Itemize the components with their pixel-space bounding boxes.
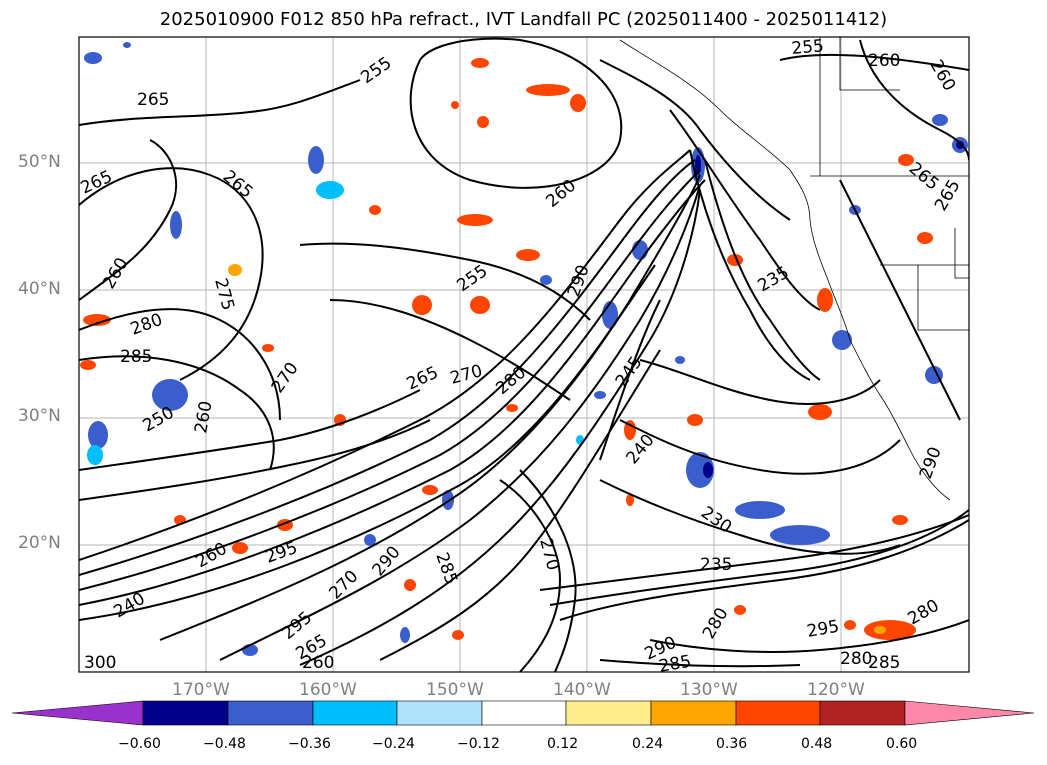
contour-label: 260 — [868, 51, 900, 71]
colorbar-segment — [565, 700, 652, 726]
contour-label: 265 — [78, 167, 116, 199]
colorbar-tick-label: −0.36 — [288, 736, 331, 752]
contour-label: 285 — [431, 550, 461, 587]
lat-label-40n: 40°N — [18, 279, 61, 299]
contour-label: 260 — [99, 254, 133, 292]
lon-label-120w: 120°W — [807, 680, 865, 700]
colorbar-tick-label: 0.60 — [886, 736, 918, 752]
contour-label: 290 — [369, 542, 405, 580]
contour-label: 290 — [916, 444, 946, 481]
contour-label: 260 — [926, 57, 960, 95]
map-frame — [78, 36, 970, 673]
contour-label: 265 — [137, 90, 169, 110]
colorbar-tick-label: −0.60 — [118, 736, 161, 752]
contour-label: 265 — [404, 363, 442, 395]
contour-lines — [79, 37, 969, 672]
colorbar-tick-label: −0.48 — [203, 736, 246, 752]
contour-label: 285 — [868, 653, 900, 673]
contour-label: 235 — [700, 555, 732, 575]
contour-label: 280 — [699, 604, 733, 642]
lat-label-50n: 50°N — [18, 152, 61, 172]
contour-label: 280 — [840, 649, 872, 669]
map-title: 2025010900 F012 850 hPa refract., IVT La… — [159, 9, 888, 30]
colorbar — [11, 700, 1035, 726]
colorbar-segment — [11, 700, 144, 726]
contour-label: 255 — [357, 53, 395, 88]
colorbar-segment — [142, 700, 229, 726]
contour-label: 260 — [193, 539, 231, 573]
contour-label: 300 — [84, 653, 116, 673]
contour-label: 270 — [535, 536, 563, 573]
colorbar-segment — [227, 700, 314, 726]
contour-label: 290 — [564, 262, 594, 299]
lat-label-30n: 30°N — [18, 406, 61, 426]
lat-label-20n: 20°N — [18, 533, 61, 553]
colorbar-segment — [650, 700, 737, 726]
colorbar-tick-label: 0.12 — [547, 736, 579, 752]
graticule — [79, 37, 969, 672]
contour-label: 285 — [657, 652, 692, 677]
colorbar-tick-label: −0.12 — [457, 736, 500, 752]
lon-label-150w: 150°W — [426, 680, 484, 700]
contour-label: 245 — [612, 353, 647, 391]
contour-label: 270 — [325, 566, 362, 603]
contour-label: 255 — [791, 36, 825, 59]
contour-label: 260 — [191, 399, 216, 434]
contour-label: 295 — [805, 617, 840, 642]
lon-label-140w: 140°W — [553, 680, 611, 700]
lon-label-130w: 130°W — [680, 680, 738, 700]
colorbar-segment — [481, 700, 567, 726]
contour-label: 275 — [210, 276, 238, 313]
contour-label: 235 — [755, 263, 793, 297]
coastlines — [619, 37, 969, 501]
contour-label: 270 — [448, 361, 485, 389]
colorbar-tick-label: 0.36 — [716, 736, 748, 752]
colorbar-segment — [819, 700, 906, 726]
contour-label: 240 — [111, 589, 149, 623]
contour-label: 270 — [268, 359, 303, 397]
contour-label: 295 — [263, 538, 300, 568]
contour-label: 265 — [219, 167, 257, 203]
colorbar-tick-label: −0.24 — [372, 736, 415, 752]
contour-label: 285 — [120, 347, 152, 367]
colorbar-tick-label: 0.48 — [801, 736, 833, 752]
colorbar-tick-label: 0.24 — [632, 736, 664, 752]
contour-label: 280 — [128, 310, 165, 340]
colorbar-segment — [735, 700, 821, 726]
colorbar-segment — [904, 700, 1035, 726]
contour-label: 280 — [492, 363, 530, 399]
lon-label-170w: 170°W — [172, 680, 230, 700]
contour-label: 260 — [302, 653, 334, 673]
contour-label: 255 — [453, 261, 491, 296]
contour-label-layer: 265 265 265 260 275 280 285 255 270 265 … — [78, 36, 965, 677]
lon-label-160w: 160°W — [299, 680, 357, 700]
colorbar-segment — [312, 700, 398, 726]
colorbar-segment — [396, 700, 483, 726]
